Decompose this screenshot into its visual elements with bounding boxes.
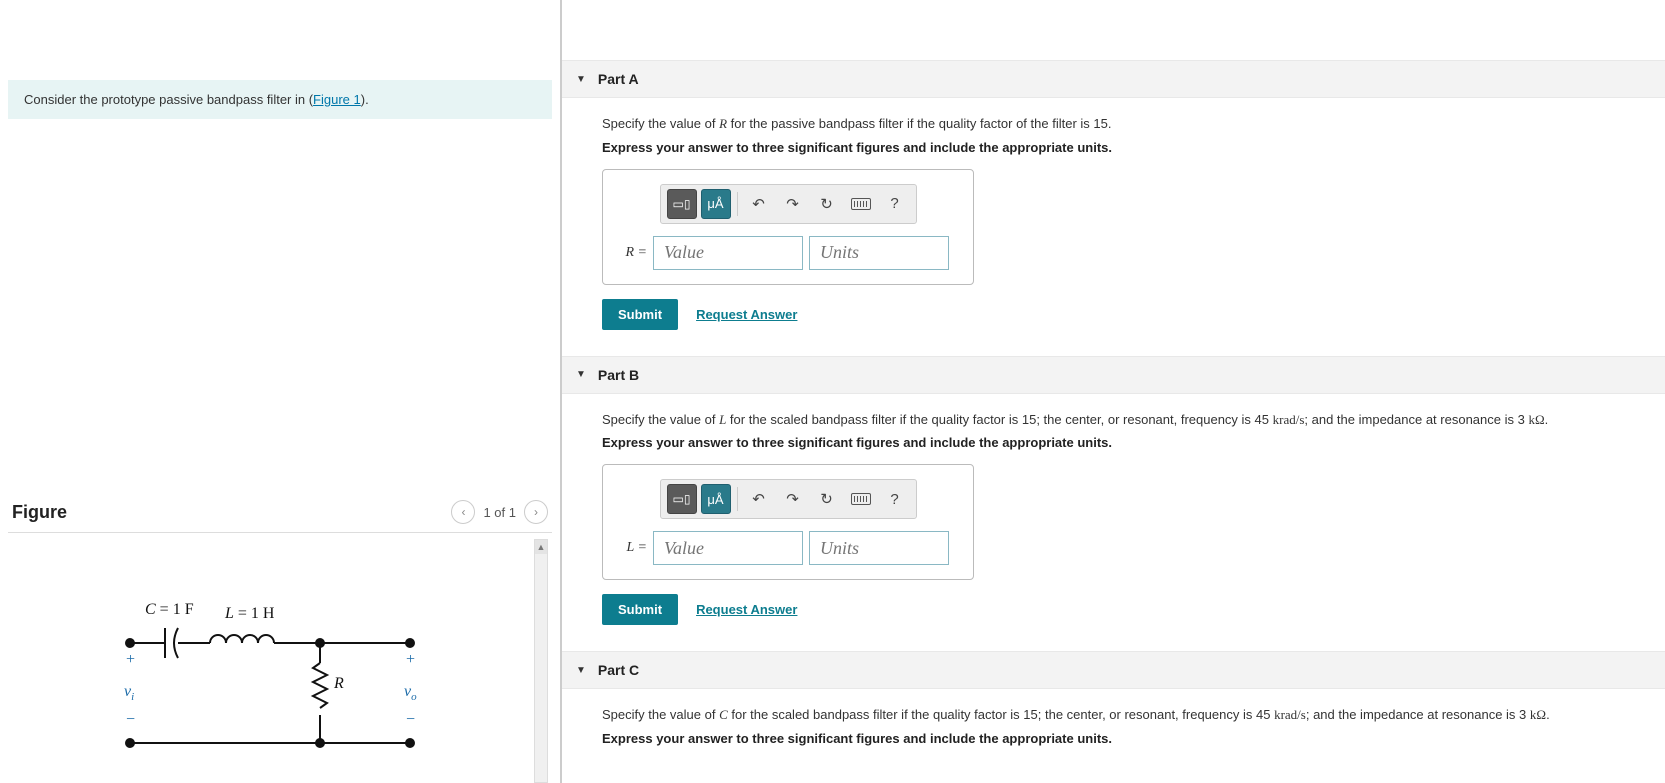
redo-button[interactable]: ↷ bbox=[778, 189, 808, 219]
figure-body: ▲ bbox=[8, 533, 552, 783]
vo-plus: + bbox=[406, 651, 415, 669]
keyboard-button[interactable] bbox=[846, 484, 876, 514]
answer-input-row: L = bbox=[619, 531, 957, 565]
left-column: Consider the prototype passive bandpass … bbox=[0, 0, 562, 783]
question-text: Specify the value of C for the scaled ba… bbox=[602, 705, 1645, 725]
answer-input-row: R = bbox=[619, 236, 957, 270]
part-body-B: Specify the value of L for the scaled ba… bbox=[562, 394, 1665, 642]
keyboard-icon bbox=[851, 493, 871, 505]
part-title: Part B bbox=[598, 367, 639, 383]
formatting-toolbar: ▭▯μÅ ↶↷↻? bbox=[660, 184, 917, 224]
help-button[interactable]: ? bbox=[880, 189, 910, 219]
problem-prompt: Consider the prototype passive bandpass … bbox=[8, 80, 552, 119]
part-header-C[interactable]: ▼ Part C bbox=[562, 651, 1665, 689]
undo-button[interactable]: ↶ bbox=[744, 189, 774, 219]
figure-section: Figure ‹ 1 of 1 › ▲ bbox=[8, 492, 552, 783]
submit-button[interactable]: Submit bbox=[602, 299, 678, 330]
redo-button[interactable]: ↷ bbox=[778, 484, 808, 514]
undo-button[interactable]: ↶ bbox=[744, 484, 774, 514]
prompt-suffix: ). bbox=[361, 92, 369, 107]
units-input[interactable] bbox=[809, 531, 949, 565]
vo-minus: − bbox=[406, 711, 415, 729]
question-instruction: Express your answer to three significant… bbox=[602, 435, 1645, 450]
figure-title: Figure bbox=[12, 502, 67, 523]
R-label: R bbox=[334, 675, 344, 693]
circuit-diagram: C = 1 F L = 1 H R + vi − + vo − bbox=[110, 593, 450, 773]
reset-button[interactable]: ↻ bbox=[812, 484, 842, 514]
right-column: ▼ Part A Specify the value of R for the pa… bbox=[562, 0, 1665, 783]
part-C: ▼ Part C Specify the value of C for the sc… bbox=[562, 651, 1665, 776]
figure-next-button[interactable]: › bbox=[524, 500, 548, 524]
question-instruction: Express your answer to three significant… bbox=[602, 731, 1645, 746]
keyboard-icon bbox=[851, 198, 871, 210]
part-body-C: Specify the value of C for the scaled ba… bbox=[562, 689, 1665, 776]
question-text: Specify the value of L for the scaled ba… bbox=[602, 410, 1645, 430]
scroll-up-icon[interactable]: ▲ bbox=[535, 540, 547, 554]
question-instruction: Express your answer to three significant… bbox=[602, 140, 1645, 155]
request-answer-link[interactable]: Request Answer bbox=[696, 307, 797, 322]
answer-variable-label: R = bbox=[619, 245, 647, 261]
value-input[interactable] bbox=[653, 236, 803, 270]
part-title: Part A bbox=[598, 71, 639, 87]
vi-minus: − bbox=[126, 711, 135, 729]
figure-counter: 1 of 1 bbox=[483, 505, 516, 520]
submit-row: Submit Request Answer bbox=[602, 299, 1645, 330]
reset-button[interactable]: ↻ bbox=[812, 189, 842, 219]
collapse-caret-icon: ▼ bbox=[576, 74, 586, 85]
template-button[interactable]: ▭▯ bbox=[667, 189, 697, 219]
part-body-A: Specify the value of R for the passive b… bbox=[562, 98, 1665, 346]
submit-button[interactable]: Submit bbox=[602, 594, 678, 625]
part-A: ▼ Part A Specify the value of R for the pa… bbox=[562, 60, 1665, 346]
figure-scrollbar[interactable]: ▲ bbox=[534, 539, 548, 783]
collapse-caret-icon: ▼ bbox=[576, 369, 586, 380]
request-answer-link[interactable]: Request Answer bbox=[696, 602, 797, 617]
answer-variable-label: L = bbox=[619, 540, 647, 556]
submit-row: Submit Request Answer bbox=[602, 594, 1645, 625]
part-title: Part C bbox=[598, 662, 639, 678]
part-header-A[interactable]: ▼ Part A bbox=[562, 60, 1665, 98]
units-input[interactable] bbox=[809, 236, 949, 270]
circuit-svg bbox=[110, 593, 450, 773]
collapse-caret-icon: ▼ bbox=[576, 665, 586, 676]
value-input[interactable] bbox=[653, 531, 803, 565]
units-picker-button[interactable]: μÅ bbox=[701, 484, 731, 514]
question-text: Specify the value of R for the passive b… bbox=[602, 114, 1645, 134]
part-header-B[interactable]: ▼ Part B bbox=[562, 356, 1665, 394]
answer-box: ▭▯μÅ ↶↷↻? R = bbox=[602, 169, 974, 285]
formatting-toolbar: ▭▯μÅ ↶↷↻? bbox=[660, 479, 917, 519]
figure-link[interactable]: Figure 1 bbox=[313, 92, 361, 107]
answer-box: ▭▯μÅ ↶↷↻? L = bbox=[602, 464, 974, 580]
figure-prev-button[interactable]: ‹ bbox=[451, 500, 475, 524]
help-button[interactable]: ? bbox=[880, 484, 910, 514]
template-button[interactable]: ▭▯ bbox=[667, 484, 697, 514]
vi-plus: + bbox=[126, 651, 135, 669]
keyboard-button[interactable] bbox=[846, 189, 876, 219]
figure-header: Figure ‹ 1 of 1 › bbox=[8, 492, 552, 533]
units-picker-button[interactable]: μÅ bbox=[701, 189, 731, 219]
part-B: ▼ Part B Specify the value of L for the sc… bbox=[562, 356, 1665, 642]
prompt-prefix: Consider the prototype passive bandpass … bbox=[24, 92, 313, 107]
figure-nav: ‹ 1 of 1 › bbox=[451, 500, 548, 524]
